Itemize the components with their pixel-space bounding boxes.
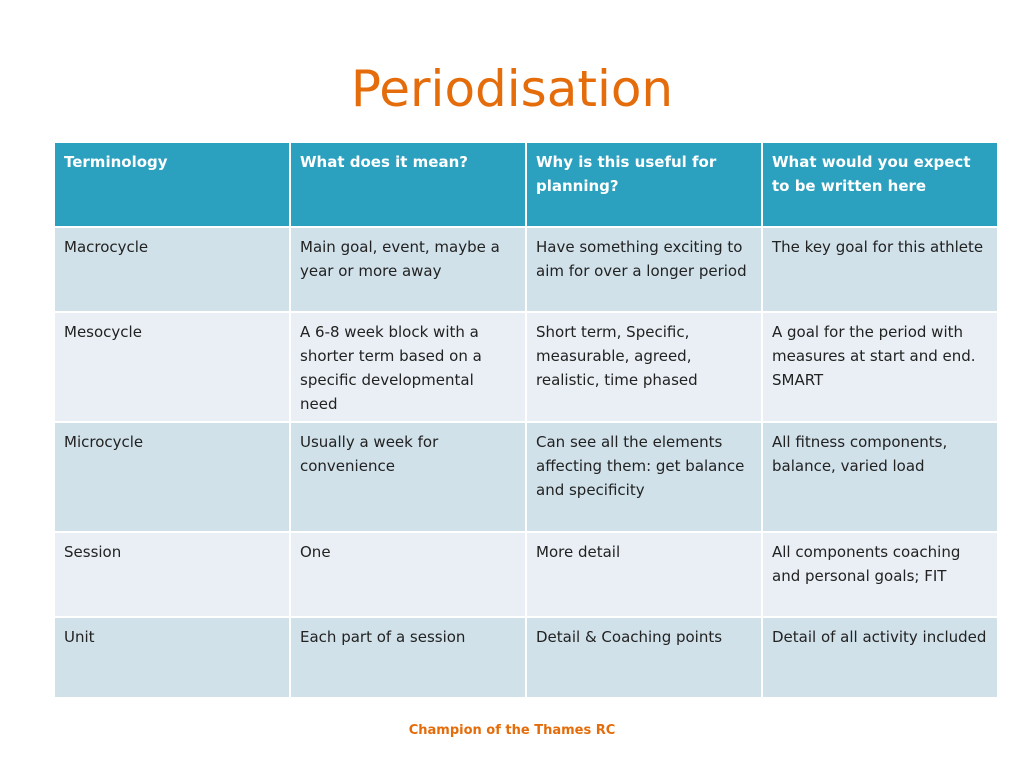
- footer-text: Champion of the Thames RC: [408, 723, 616, 738]
- table-cell: Macrocycle: [53, 226, 291, 313]
- table-cell: All fitness components, balance, varied …: [761, 421, 999, 533]
- table-cell: A goal for the period with measures at s…: [761, 311, 999, 423]
- periodisation-table: Terminology What does it mean? Why is th…: [53, 141, 999, 699]
- table-cell: Can see all the elements affecting them:…: [525, 421, 763, 533]
- table-cell: Short term, Specific, measurable, agreed…: [525, 311, 763, 423]
- table-header-row: Terminology What does it mean? Why is th…: [53, 141, 999, 228]
- table-cell: Microcycle: [53, 421, 291, 533]
- table-cell: Session: [53, 531, 291, 618]
- table-cell: A 6-8 week block with a shorter term bas…: [289, 311, 527, 423]
- header-cell: Terminology: [53, 141, 291, 228]
- table-row: Mesocycle A 6-8 week block with a shorte…: [53, 311, 999, 423]
- table-cell: Detail & Coaching points: [525, 616, 763, 699]
- header-cell: What does it mean?: [289, 141, 527, 228]
- table-row: Macrocycle Main goal, event, maybe a yea…: [53, 226, 999, 313]
- table-cell: Usually a week for convenience: [289, 421, 527, 533]
- table-cell: Unit: [53, 616, 291, 699]
- header-cell: What would you expect to be written here: [761, 141, 999, 228]
- table-cell: One: [289, 531, 527, 618]
- table-cell: Mesocycle: [53, 311, 291, 423]
- table-cell: Each part of a session: [289, 616, 527, 699]
- table-row: Microcycle Usually a week for convenienc…: [53, 421, 999, 533]
- table-cell: All components coaching and personal goa…: [761, 531, 999, 618]
- header-cell: Why is this useful for planning?: [525, 141, 763, 228]
- table-row: Unit Each part of a session Detail & Coa…: [53, 616, 999, 699]
- table-cell: Detail of all activity included: [761, 616, 999, 699]
- slide-title: Periodisation: [350, 60, 674, 118]
- table-cell: More detail: [525, 531, 763, 618]
- table-row: Session One More detail All components c…: [53, 531, 999, 618]
- table-cell: Main goal, event, maybe a year or more a…: [289, 226, 527, 313]
- table-cell: Have something exciting to aim for over …: [525, 226, 763, 313]
- table-cell: The key goal for this athlete: [761, 226, 999, 313]
